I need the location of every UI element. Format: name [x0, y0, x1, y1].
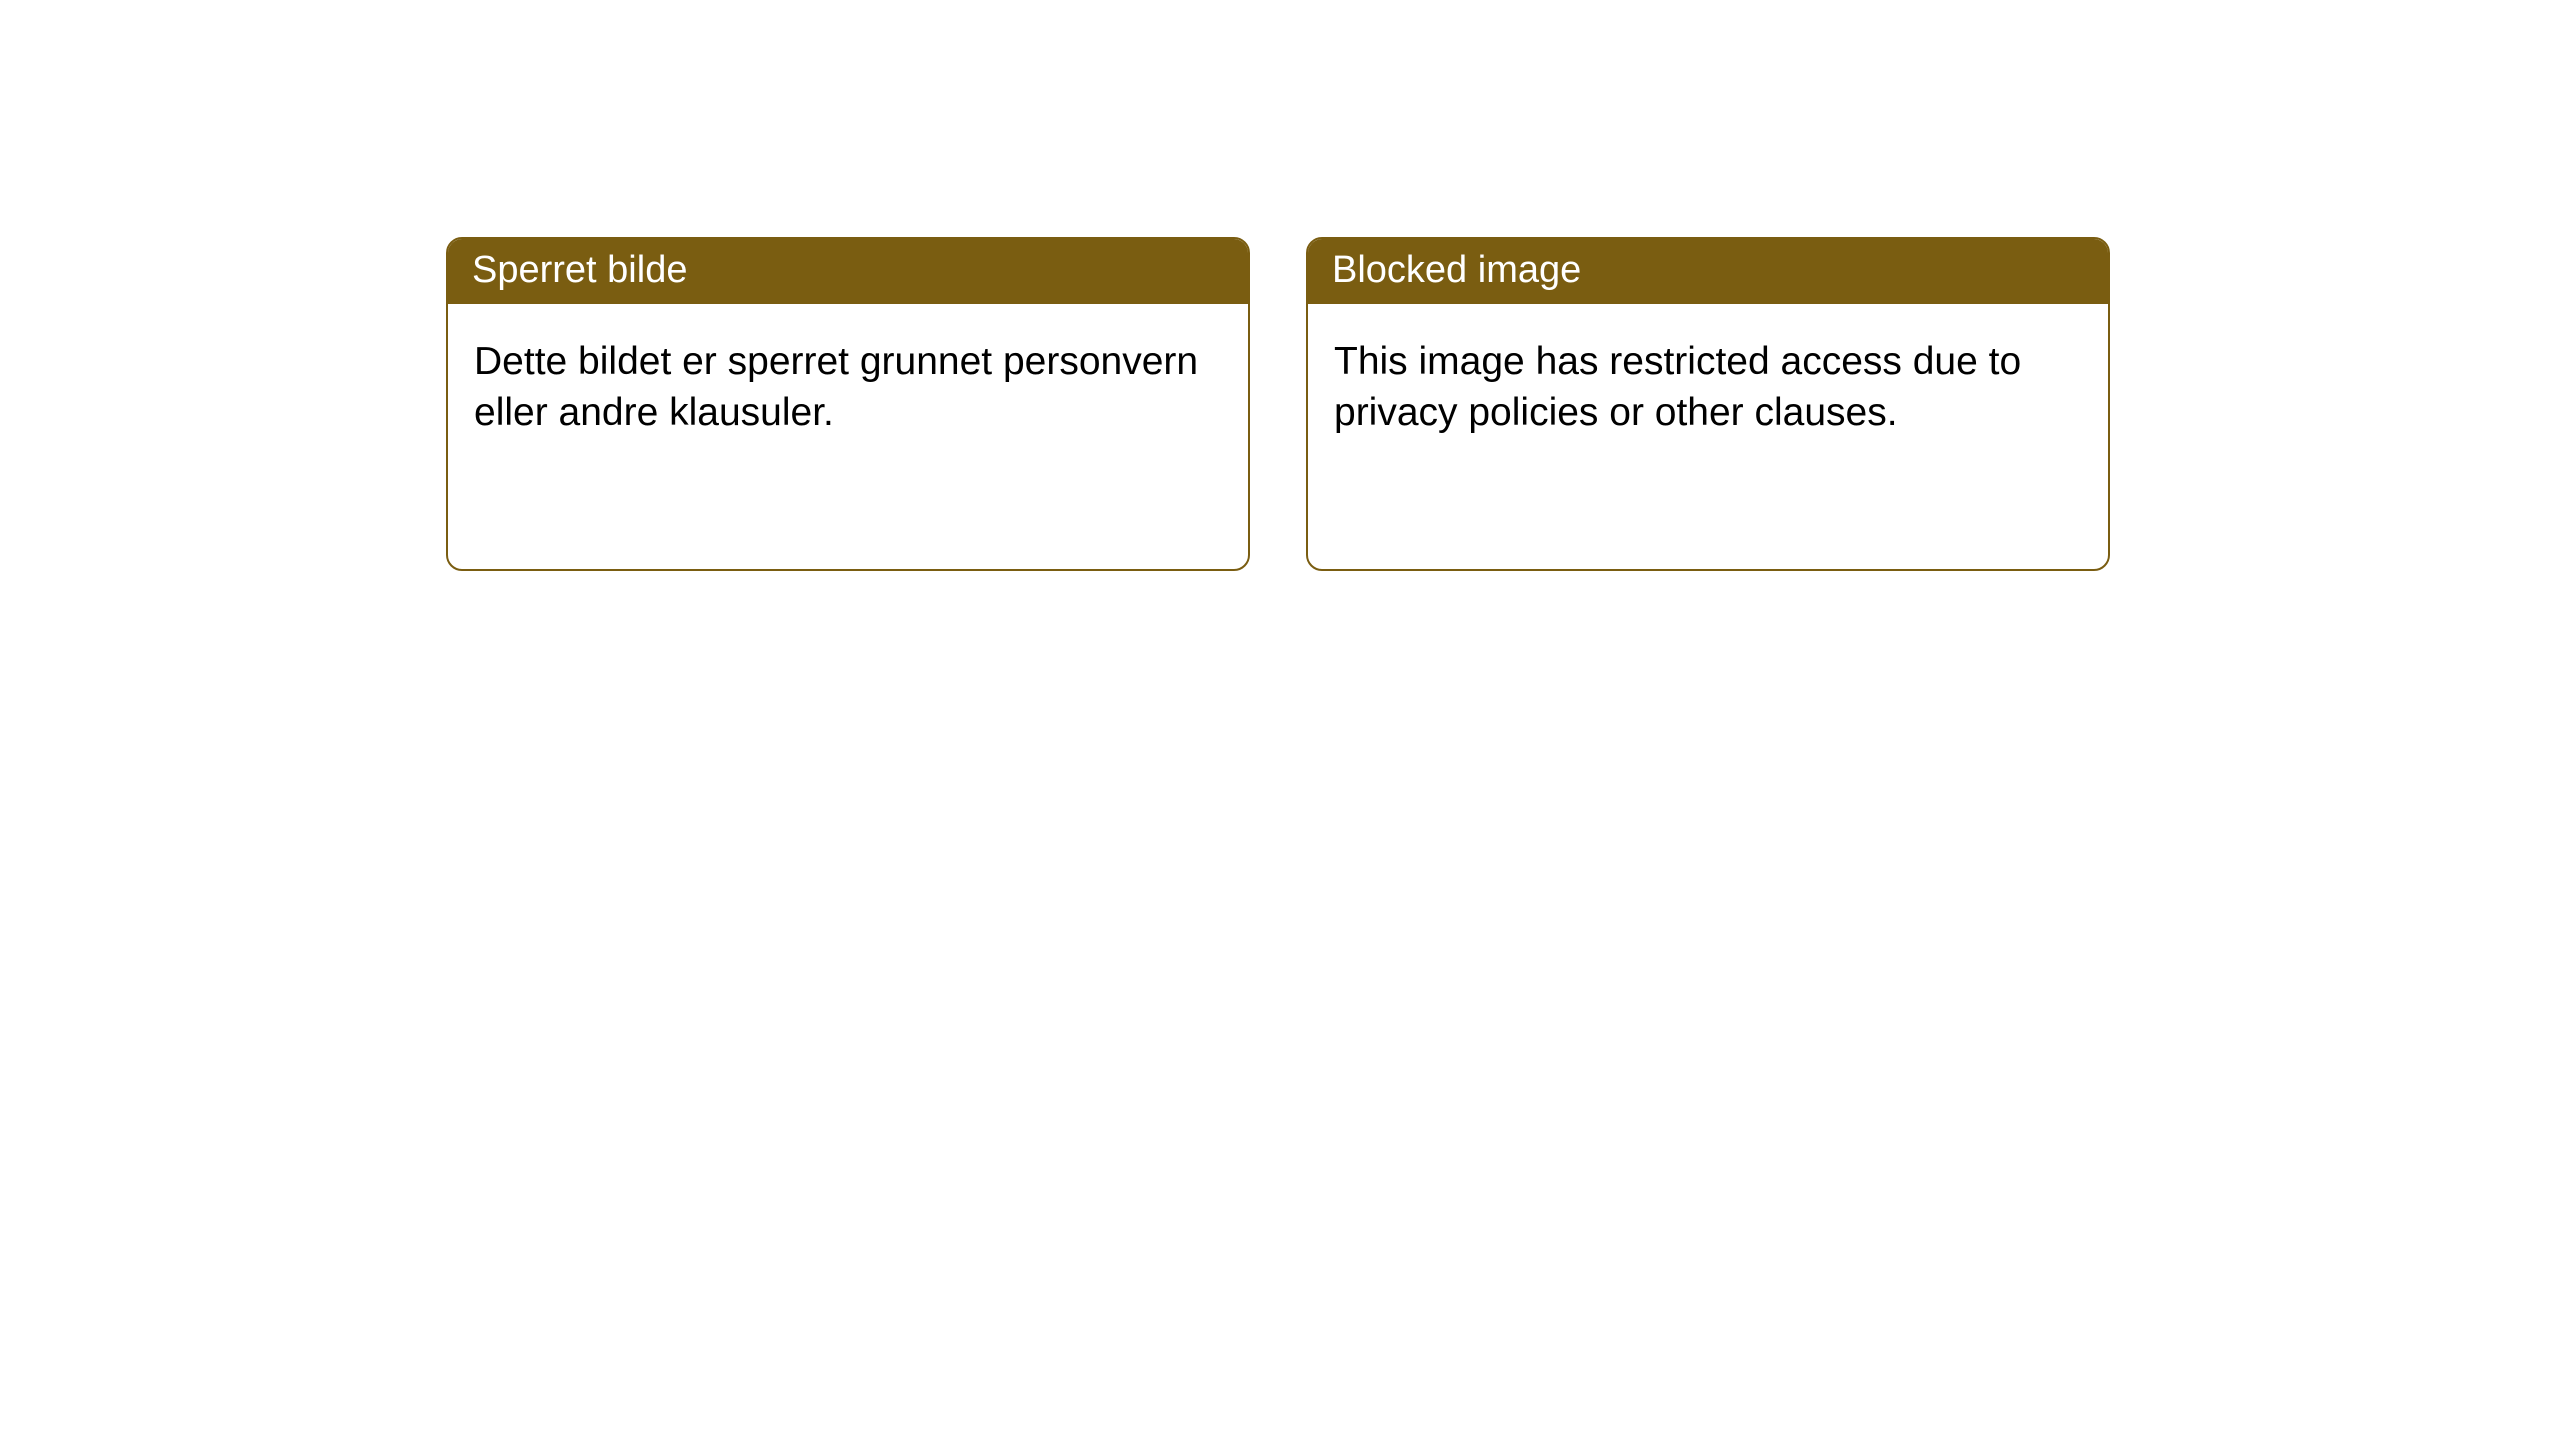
- card-body-text-en: This image has restricted access due to …: [1334, 340, 2021, 434]
- card-header-no: Sperret bilde: [448, 239, 1248, 304]
- card-header-en: Blocked image: [1308, 239, 2108, 304]
- blocked-image-card-en: Blocked image This image has restricted …: [1306, 237, 2110, 571]
- cards-container: Sperret bilde Dette bildet er sperret gr…: [446, 237, 2110, 571]
- blocked-image-card-no: Sperret bilde Dette bildet er sperret gr…: [446, 237, 1250, 571]
- card-body-text-no: Dette bildet er sperret grunnet personve…: [474, 340, 1198, 434]
- card-body-en: This image has restricted access due to …: [1308, 304, 2108, 471]
- card-title-en: Blocked image: [1332, 249, 1581, 291]
- card-body-no: Dette bildet er sperret grunnet personve…: [448, 304, 1248, 471]
- card-title-no: Sperret bilde: [472, 249, 687, 291]
